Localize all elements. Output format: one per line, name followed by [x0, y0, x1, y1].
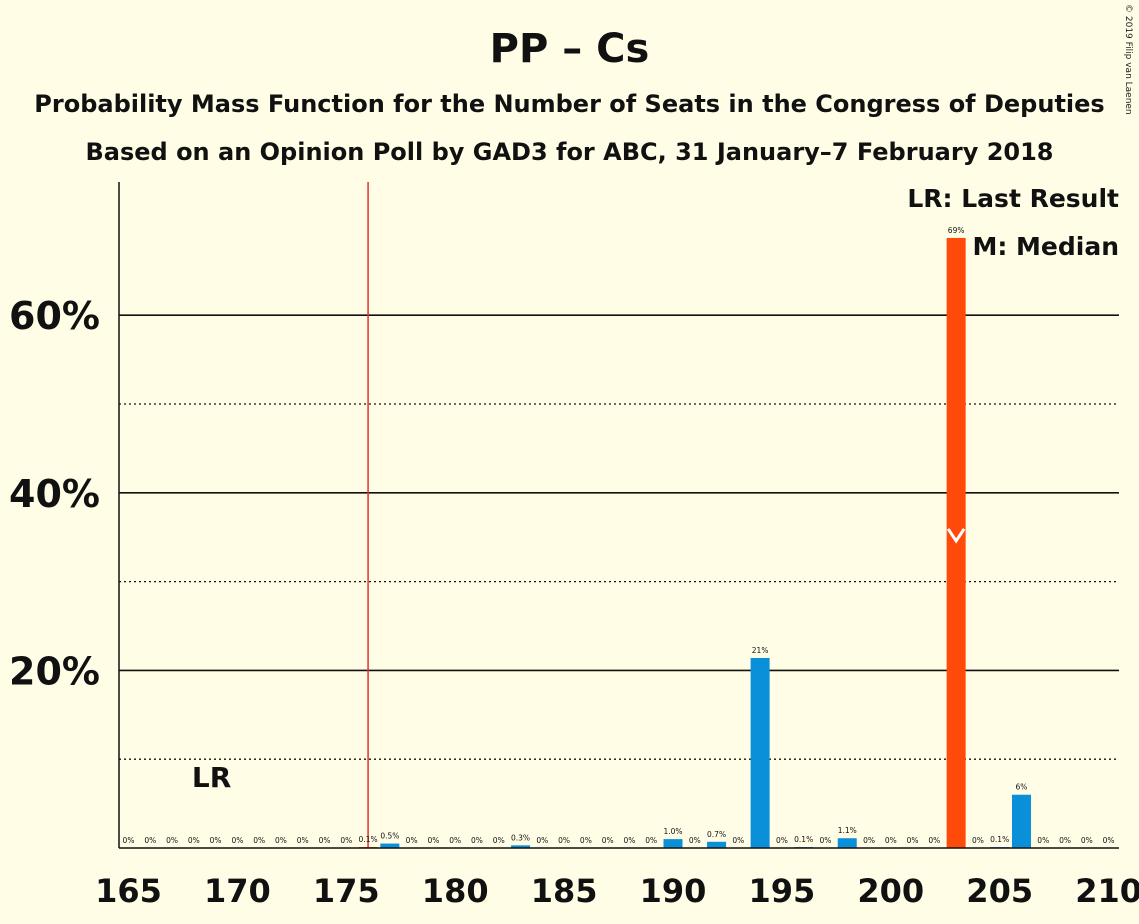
y-tick-label: 60% [9, 294, 100, 338]
chart-title: PP – Cs [489, 26, 650, 72]
x-tick-label: 205 [966, 872, 1033, 910]
x-tick-label: 185 [531, 872, 598, 910]
bar-value-label: 0% [188, 836, 200, 845]
bar-value-label: 0% [253, 836, 265, 845]
bar-seat-177 [380, 843, 400, 848]
bar-value-label: 0.7% [707, 830, 726, 839]
bar-value-label: 0% [863, 836, 875, 845]
x-tick-label: 175 [313, 872, 380, 910]
bar-value-label: 21% [752, 646, 769, 655]
bar-value-label: 0% [558, 836, 570, 845]
bar-value-label: 0% [231, 836, 243, 845]
legend-last-result: LR: Last Result [907, 184, 1119, 213]
bar-value-label: 0.5% [380, 832, 399, 841]
bar-value-label: 0% [1103, 836, 1115, 845]
bar-value-label: 0.1% [990, 835, 1009, 844]
bar-value-label: 0.3% [511, 833, 530, 842]
bar-value-label: 0% [210, 836, 222, 845]
bar-value-label: 0% [732, 836, 744, 845]
bar-seat-183 [511, 845, 531, 848]
x-tick-label: 180 [422, 872, 489, 910]
bar-value-label: 0% [297, 836, 309, 845]
chart-source: Based on an Opinion Poll by GAD3 for ABC… [85, 138, 1054, 166]
bar-value-label: 0% [144, 836, 156, 845]
last-result-marker: LR [192, 761, 231, 794]
bar-value-label: 69% [948, 226, 965, 235]
bar-seat-194 [750, 657, 770, 848]
bar-value-label: 0% [820, 836, 832, 845]
x-tick-label: 210 [1075, 872, 1139, 910]
y-tick-label: 40% [9, 472, 100, 516]
bar-value-label: 0% [406, 836, 418, 845]
x-tick-label: 190 [640, 872, 707, 910]
bar-value-label: 0% [340, 836, 352, 845]
x-tick-label: 200 [857, 872, 924, 910]
bar-seat-190 [663, 839, 683, 848]
bar-value-label: 0% [580, 836, 592, 845]
bar-value-label: 0% [776, 836, 788, 845]
bar-value-label: 0% [427, 836, 439, 845]
bar-value-label: 0% [1037, 836, 1049, 845]
bar-value-label: 6% [1016, 783, 1028, 792]
bar-value-label: 0% [885, 836, 897, 845]
bar-value-label: 0% [449, 836, 461, 845]
bar-value-label: 0% [471, 836, 483, 845]
bar-value-label: 1.1% [838, 826, 857, 835]
bar-value-label: 0% [623, 836, 635, 845]
y-tick-label: 20% [9, 649, 100, 693]
bar-seat-206 [1011, 794, 1031, 848]
bar-value-label: 0% [645, 836, 657, 845]
bar-seat-192 [707, 841, 727, 848]
bar-value-label: 0% [123, 836, 135, 845]
bar-value-label: 0% [319, 836, 331, 845]
bar-value-label: 0% [689, 836, 701, 845]
bar-value-label: 0% [536, 836, 548, 845]
median-marker [946, 528, 966, 544]
bar-value-label: 0% [493, 836, 505, 845]
x-tick-label: 195 [749, 872, 816, 910]
bar-value-label: 0% [166, 836, 178, 845]
bar-value-label: 0% [928, 836, 940, 845]
bar-value-label: 0.1% [794, 835, 813, 844]
bar-value-label: 1.0% [663, 827, 682, 836]
bar-value-label: 0% [972, 836, 984, 845]
bar-value-label: 0% [907, 836, 919, 845]
bar-value-label: 0% [1081, 836, 1093, 845]
bar-seat-198 [837, 838, 857, 848]
x-tick-label: 165 [95, 872, 162, 910]
bar-value-label: 0% [602, 836, 614, 845]
bar-value-label: 0.1% [359, 835, 378, 844]
x-tick-label: 170 [204, 872, 271, 910]
chart-subtitle: Probability Mass Function for the Number… [34, 90, 1105, 118]
legend-median: M: Median [972, 232, 1119, 261]
bar-value-label: 0% [1059, 836, 1071, 845]
bar-value-label: 0% [275, 836, 287, 845]
